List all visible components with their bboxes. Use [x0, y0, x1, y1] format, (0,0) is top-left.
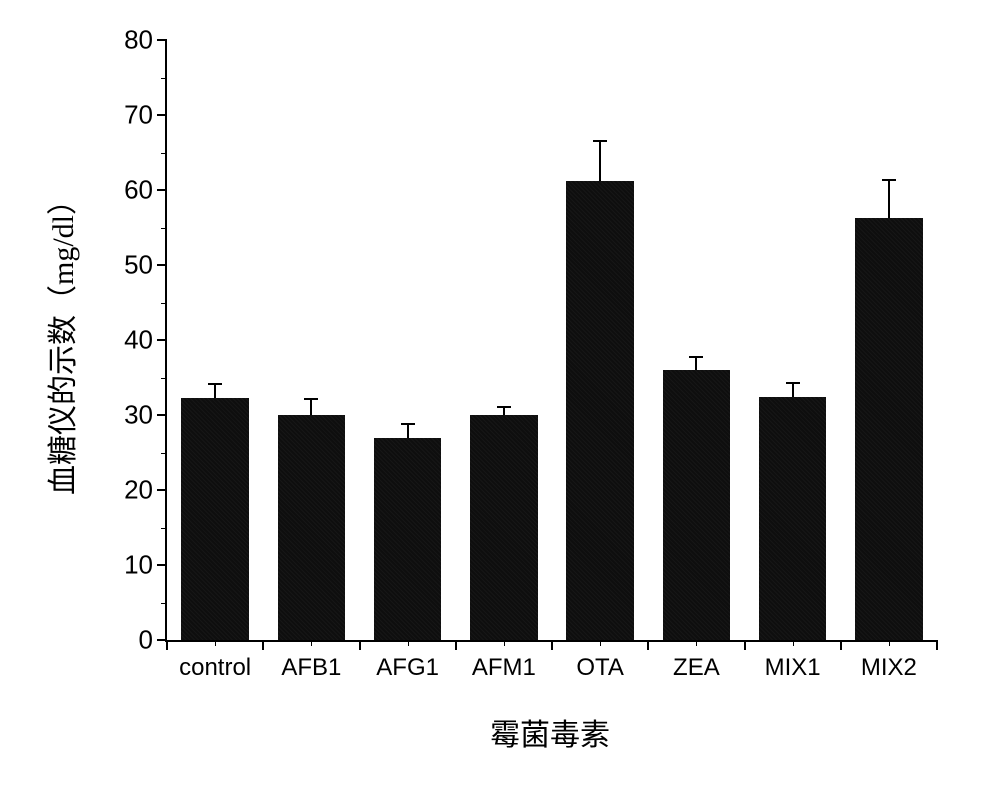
y-tick-label: 40 — [124, 325, 153, 356]
y-tick-minor — [161, 303, 167, 304]
error-cap — [593, 140, 607, 142]
error-cap — [882, 179, 896, 181]
y-tick-label: 0 — [139, 625, 153, 656]
error-cap — [497, 406, 511, 408]
y-tick-label: 10 — [124, 550, 153, 581]
x-tick-label: ZEA — [673, 654, 720, 682]
error-bar — [695, 357, 697, 371]
x-tick — [647, 640, 649, 650]
y-tick — [157, 189, 167, 191]
y-tick-label: 50 — [124, 250, 153, 281]
error-bar — [503, 407, 505, 415]
x-tick-label: control — [179, 654, 251, 682]
x-tick-minor — [215, 640, 216, 646]
y-tick-minor — [161, 153, 167, 154]
error-cap — [401, 423, 415, 425]
y-tick — [157, 564, 167, 566]
x-tick-label: AFG1 — [376, 654, 439, 682]
error-cap — [786, 382, 800, 384]
y-tick-label: 80 — [124, 25, 153, 56]
bar — [181, 398, 248, 640]
error-bar — [599, 141, 601, 182]
bar — [278, 415, 345, 640]
bar — [374, 438, 441, 641]
x-axis-label: 霉菌毒素 — [490, 710, 610, 754]
error-cap — [689, 356, 703, 358]
bar — [470, 415, 537, 640]
x-tick — [262, 640, 264, 650]
x-tick — [840, 640, 842, 650]
x-tick-label: OTA — [576, 654, 624, 682]
y-tick-label: 60 — [124, 175, 153, 206]
y-tick-minor — [161, 228, 167, 229]
x-tick — [744, 640, 746, 650]
bar — [759, 397, 826, 640]
x-tick — [166, 640, 168, 650]
plot-area: 01020304050607080controlAFB1AFG1AFM1OTAZ… — [165, 40, 937, 642]
y-tick-minor — [161, 453, 167, 454]
x-tick — [455, 640, 457, 650]
bar — [566, 181, 633, 640]
chart-container: 0 10 20 30 40 50 60 70 80 control AFB1 AFG1 AFM1 OTA Z… — [0, 0, 1000, 800]
bar — [855, 218, 922, 640]
bar — [663, 370, 730, 640]
x-tick-label: MIX1 — [765, 654, 821, 682]
y-tick-label: 70 — [124, 100, 153, 131]
x-tick-minor — [504, 640, 505, 646]
x-tick-minor — [408, 640, 409, 646]
x-tick-minor — [889, 640, 890, 646]
error-bar — [214, 384, 216, 398]
x-tick-minor — [311, 640, 312, 646]
x-tick-label: MIX2 — [861, 654, 917, 682]
error-bar — [310, 399, 312, 415]
x-tick-minor — [793, 640, 794, 646]
error-cap — [304, 398, 318, 400]
y-tick — [157, 339, 167, 341]
y-tick — [157, 414, 167, 416]
y-tick-label: 20 — [124, 475, 153, 506]
y-tick-minor — [161, 378, 167, 379]
x-tick-minor — [696, 640, 697, 646]
y-tick-label: 30 — [124, 400, 153, 431]
x-tick — [551, 640, 553, 650]
y-axis-label: 血糖仪的示数（mg/dl） — [38, 185, 82, 495]
y-tick-minor — [161, 528, 167, 529]
error-cap — [208, 383, 222, 385]
x-tick-label: AFM1 — [472, 654, 536, 682]
error-bar — [888, 180, 890, 218]
error-bar — [792, 383, 794, 397]
y-tick — [157, 114, 167, 116]
x-tick-label: AFB1 — [281, 654, 341, 682]
y-tick — [157, 489, 167, 491]
y-tick-minor — [161, 78, 167, 79]
y-tick — [157, 39, 167, 41]
x-tick — [936, 640, 938, 650]
error-bar — [407, 424, 409, 438]
y-tick — [157, 264, 167, 266]
x-tick — [359, 640, 361, 650]
y-tick-minor — [161, 603, 167, 604]
x-tick-minor — [600, 640, 601, 646]
